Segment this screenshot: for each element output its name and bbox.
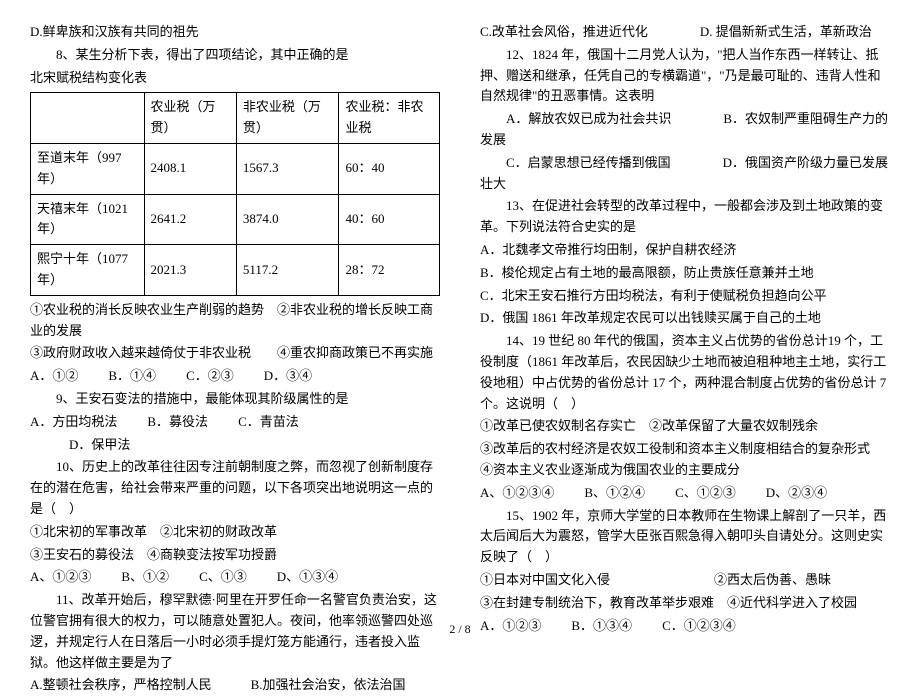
q9-a: A．方田均税法 [30,412,117,433]
q8-b: B．①④ [108,366,156,387]
q8-subtitle: 北宋赋税结构变化表 [30,68,440,89]
q13-d: D．俄国 1861 年改革规定农民可以出钱赎买属于自己的土地 [480,308,890,329]
q14-choices: A、①②③④ B、①②④ C、①②③ D、②③④ [480,483,890,504]
table-row: 至道末年（997年） 2408.1 1567.3 60：40 [31,143,440,194]
q7-option-d: D.鲜卑族和汉族有共同的祖先 [30,22,440,43]
q10-c: C、①③ [199,567,247,588]
q14-statement-2: ③改革后的农村经济是农奴工役制和资本主义制度相结合的复杂形式 ④资本主义农业逐渐… [480,439,890,481]
table-row: 天禧末年（1021年） 2641.2 3874.0 40：60 [31,194,440,245]
q9-d: D．保甲法 [30,435,440,456]
th-1: 农业税（万贯） [144,93,236,144]
q15-statement-1: ①日本对中国文化入侵 ②西太后伪善、愚昧 [480,570,890,591]
q13-b: B．梭伦规定占有土地的最高限额，防止贵族任意兼并土地 [480,263,890,284]
right-column: C.改革社会风俗，推进近代化 D. 提倡新新式生活，革新政治 12、1824 年… [480,22,890,698]
q10-d: D、①③④ [277,567,338,588]
q10-a: A、①②③ [30,567,91,588]
q8-a: A．①② [30,366,78,387]
q8-statement-2: ③政府财政收入越来越倚仗于非农业税 ④重农抑商政策已不再实施 [30,343,440,364]
q10-choices: A、①②③ B、①② C、①③ D、①③④ [30,567,440,588]
q10-intro: 10、历史上的改革往往因专注前朝制度之弊，而忽视了创新制度存在的潜在危害，给社会… [30,457,440,519]
q14-statement-1: ①改革已使农奴制名存实亡 ②改革保留了大量农奴制残余 [480,416,890,437]
q14-b: B、①②④ [584,483,645,504]
q14-a: A、①②③④ [480,483,554,504]
q13-c: C．北宋王安石推行方田均税法，有利于使赋税负担趋向公平 [480,286,890,307]
q14-d: D、②③④ [766,483,827,504]
q9-intro: 9、王安石变法的措施中，最能体现其阶级属性的是 [30,389,440,410]
q10-statement-2: ③王安石的募役法 ④商鞅变法按军功授爵 [30,545,440,566]
q8-intro: 8、某生分析下表，得出了四项结论，其中正确的是 [30,45,440,66]
q10-b: B、①② [121,567,169,588]
q15-statement-2: ③在封建专制统治下，教育改革举步艰难 ④近代科学进入了校园 [480,593,890,614]
th-2: 非农业税（万贯） [236,93,339,144]
q9-b: B．募役法 [147,412,208,433]
q13-a: A．北魏孝文帝推行均田制，保护自耕农经济 [480,240,890,261]
q15-intro: 15、1902 年，京师大学堂的日本教师在生物课上解剖了一只羊，西太后闻后大为震… [480,506,890,568]
tax-table: 农业税（万贯） 非农业税（万贯） 农业税：非农业税 至道末年（997年） 240… [30,92,440,295]
table-header-row: 农业税（万贯） 非农业税（万贯） 农业税：非农业税 [31,93,440,144]
th-3: 农业税：非农业税 [339,93,440,144]
q8-c: C．②③ [186,366,234,387]
q8-statement-1: ①农业税的消长反映农业生产削弱的趋势 ②非农业税的增长反映工商业的发展 [30,300,440,342]
left-column: D.鲜卑族和汉族有共同的祖先 8、某生分析下表，得出了四项结论，其中正确的是 北… [30,22,440,698]
q8-d: D．③④ [264,366,312,387]
q14-intro: 14、19 世纪 80 年代的俄国，资本主义占优势的省份总计19 个，工役制度（… [480,331,890,414]
page-footer: 2 / 8 [0,620,920,639]
q12-c: C．启蒙思想已经传播到俄国 D．俄国资产阶级力量已发展壮大 [480,153,890,195]
q8-choices: A．①② B．①④ C．②③ D．③④ [30,366,440,387]
q9-choices: A．方田均税法 B．募役法 C．青苗法 [30,412,440,433]
table-row: 熙宁十年（1077年） 2021.3 5117.2 28：72 [31,245,440,296]
q14-c: C、①②③ [675,483,736,504]
q12-intro: 12、1824 年，俄国十二月党人认为，"把人当作东西一样转让、抵押、赠送和继承… [480,45,890,107]
q9-c: C．青苗法 [238,412,299,433]
q11-a: A.整顿社会秩序，严格控制人民 B.加强社会治安，依法治国 [30,675,440,696]
q13-intro: 13、在促进社会转型的改革过程中，一般都会涉及到土地政策的变革。下列说法符合史实… [480,196,890,238]
th-0 [31,93,145,144]
q11-c: C.改革社会风俗，推进近代化 D. 提倡新新式生活，革新政治 [480,22,890,43]
q12-a: A．解放农奴已成为社会共识 B．农奴制严重阻碍生产力的发展 [480,109,890,151]
q10-statement-1: ①北宋初的军事改革 ②北宋初的财政改革 [30,522,440,543]
